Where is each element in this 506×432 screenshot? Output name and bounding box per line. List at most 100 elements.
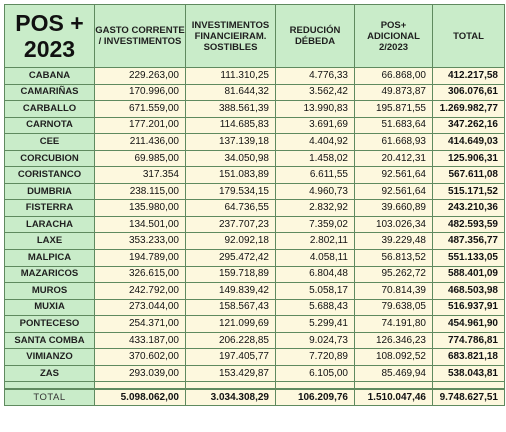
municipality-name: FISTERRA [4, 199, 95, 217]
gasto-cell: 433.187,00 [94, 331, 186, 350]
municipality-name: MALPICA [4, 249, 95, 267]
header-investimentos: INVESTIMENTOS FINANCIEIRAM. SOSTIBLES [185, 4, 276, 68]
gasto-cell: 254.371,00 [94, 315, 186, 333]
reducion-cell: 5.058,17 [275, 282, 355, 300]
reducion-cell: 2.802,11 [275, 232, 355, 251]
reducion-cell: 6.804,48 [275, 265, 355, 284]
adicional-cell: 85.469,94 [354, 364, 433, 383]
table-row: MUXIA 273.044,00 158.567,43 5.688,43 79.638,… [4, 298, 505, 317]
totals-gasto-cell: 5.098.062,00 [94, 388, 186, 407]
spacer-cell [94, 381, 186, 390]
total-cell: 347.262,16 [432, 116, 505, 135]
reducion-cell: 2.832,92 [275, 199, 355, 217]
reducion-cell: 13.990,83 [275, 100, 355, 118]
investimentos-cell: 151.083,89 [185, 166, 276, 184]
totals-adicional-cell: 1.510.047,46 [354, 388, 433, 407]
header-adicional: POS+ ADICIONAL 2/2023 [354, 4, 433, 68]
gasto-cell: 238.115,00 [94, 182, 186, 201]
investimentos-cell: 121.099,69 [185, 315, 276, 333]
investimentos-cell: 159.718,89 [185, 265, 276, 284]
adicional-cell: 92.561,64 [354, 182, 433, 201]
municipality-name: LARACHA [4, 215, 95, 234]
table-row: DUMBRIA 238.115,00 179.534,15 4.960,73 92.56… [4, 182, 505, 201]
municipality-name: CABANA [4, 67, 95, 85]
table-title: POS + 2023 [4, 4, 95, 68]
total-cell: 1.269.982,77 [432, 100, 505, 118]
investimentos-cell: 237.707,23 [185, 215, 276, 234]
total-cell: 774.786,81 [432, 331, 505, 350]
table-row: MALPICA 194.789,00 295.472,42 4.058,11 56.81… [4, 249, 505, 267]
gasto-cell: 229.263,00 [94, 67, 186, 85]
header-gasto: GASTO CORRENTE / INVESTIMENTOS [94, 4, 186, 68]
gasto-cell: 273.044,00 [94, 298, 186, 317]
table-row: SANTA COMBA 433.187,00 206.228,85 9.024,73 1… [4, 331, 505, 350]
spacer-row [4, 381, 505, 390]
investimentos-cell: 149.839,42 [185, 282, 276, 300]
adicional-cell: 103.026,34 [354, 215, 433, 234]
investimentos-cell: 206.228,85 [185, 331, 276, 350]
spacer-cell [185, 381, 276, 390]
reducion-cell: 6.105,00 [275, 364, 355, 383]
adicional-cell: 92.561,64 [354, 166, 433, 184]
municipality-name: CAMARIÑAS [4, 83, 95, 102]
gasto-cell: 671.559,00 [94, 100, 186, 118]
reducion-cell: 3.691,69 [275, 116, 355, 135]
investimentos-cell: 179.534,15 [185, 182, 276, 201]
totals-total-cell: 9.748.627,51 [432, 388, 505, 407]
total-cell: 515.171,52 [432, 182, 505, 201]
reducion-cell: 6.611,55 [275, 166, 355, 184]
gasto-cell: 177.201,00 [94, 116, 186, 135]
header-reducion: REDUCIÓN DÉBEDA [275, 4, 355, 68]
gasto-cell: 370.602,00 [94, 348, 186, 366]
adicional-cell: 61.668,93 [354, 133, 433, 151]
total-cell: 683.821,18 [432, 348, 505, 366]
table-row: MAZARICOS 326.615,00 159.718,89 6.804,48 95.… [4, 265, 505, 284]
total-cell: 306.076,61 [432, 83, 505, 102]
investimentos-cell: 388.561,39 [185, 100, 276, 118]
municipality-name: CARNOTA [4, 116, 95, 135]
municipality-name: LAXE [4, 232, 95, 251]
adicional-cell: 51.683,64 [354, 116, 433, 135]
municipality-name: ZAS [4, 364, 95, 383]
investimentos-cell: 295.472,42 [185, 249, 276, 267]
investimentos-cell: 158.567,43 [185, 298, 276, 317]
total-cell: 516.937,91 [432, 298, 505, 317]
reducion-cell: 5.299,41 [275, 315, 355, 333]
municipality-name: DUMBRIA [4, 182, 95, 201]
table-row: MUROS 242.792,00 149.839,42 5.058,17 70.814,… [4, 282, 505, 300]
gasto-cell: 170.996,00 [94, 83, 186, 102]
gasto-cell: 194.789,00 [94, 249, 186, 267]
total-cell: 551.133,05 [432, 249, 505, 267]
total-cell: 567.611,08 [432, 166, 505, 184]
adicional-cell: 39.660,89 [354, 199, 433, 217]
municipality-name: SANTA COMBA [4, 331, 95, 350]
total-cell: 487.356,77 [432, 232, 505, 251]
table-row: CARNOTA 177.201,00 114.685,83 3.691,69 51.68… [4, 116, 505, 135]
reducion-cell: 4.960,73 [275, 182, 355, 201]
municipality-name: CARBALLO [4, 100, 95, 118]
municipality-name: MUROS [4, 282, 95, 300]
adicional-cell: 66.868,00 [354, 67, 433, 85]
table-row: LARACHA 134.501,00 237.707,23 7.359,02 103.0… [4, 215, 505, 234]
reducion-cell: 4.404,92 [275, 133, 355, 151]
reducion-cell: 5.688,43 [275, 298, 355, 317]
table-row: CARBALLO 671.559,00 388.561,39 13.990,83 195… [4, 100, 505, 118]
investimentos-cell: 197.405,77 [185, 348, 276, 366]
spacer-cell [4, 381, 95, 390]
investimentos-cell: 114.685,83 [185, 116, 276, 135]
totals-row: TOTAL 5.098.062,00 3.034.308,29 106.209,76 1… [4, 388, 505, 407]
adicional-cell: 108.092,52 [354, 348, 433, 366]
municipality-name: CORISTANCO [4, 166, 95, 184]
table-row: CORISTANCO 317.354 151.083,89 6.611,55 92.56… [4, 166, 505, 184]
gasto-cell: 326.615,00 [94, 265, 186, 284]
header-total: TOTAL [432, 4, 505, 68]
total-cell: 588.401,09 [432, 265, 505, 284]
reducion-cell: 1.458,02 [275, 149, 355, 168]
total-cell: 468.503,98 [432, 282, 505, 300]
adicional-cell: 70.814,39 [354, 282, 433, 300]
total-cell: 125.906,31 [432, 149, 505, 168]
gasto-cell: 293.039,00 [94, 364, 186, 383]
adicional-cell: 49.873,87 [354, 83, 433, 102]
reducion-cell: 7.359,02 [275, 215, 355, 234]
municipality-name: MUXIA [4, 298, 95, 317]
